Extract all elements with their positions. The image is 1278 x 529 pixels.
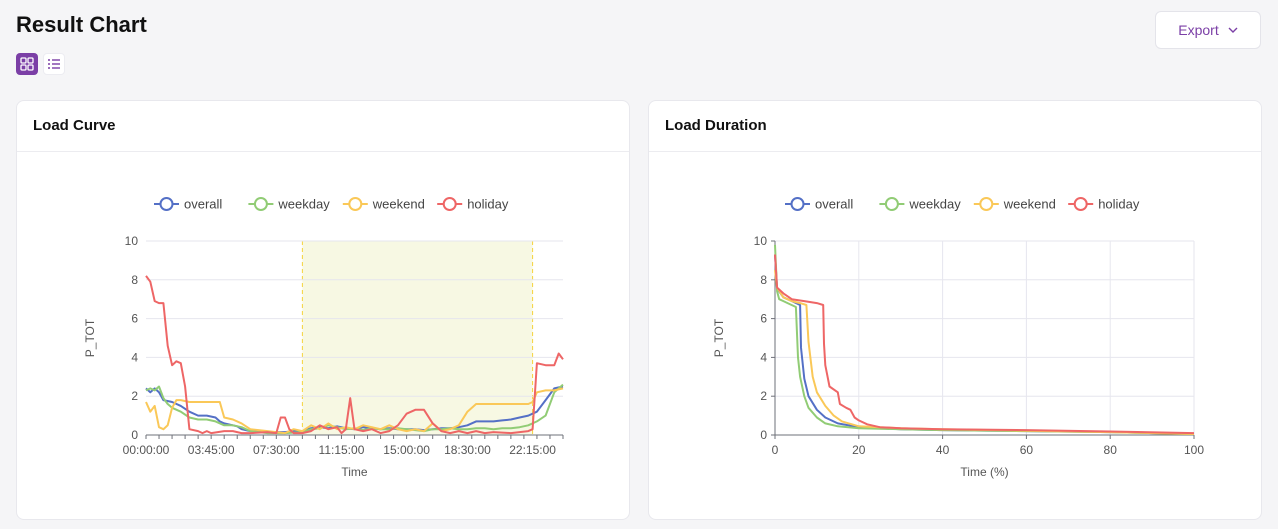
y-tick-label: 6 xyxy=(760,312,767,326)
legend-marker-weekday xyxy=(884,197,899,211)
legend-label-overall: overall xyxy=(815,197,853,212)
load-duration-x-axis: 0 20 40 60 80 100 xyxy=(772,241,1204,457)
load-curve-chart: 0 2 4 6 8 10 P_TOT 00:00:00 03:45:00 07:30:00 11:1… xyxy=(83,197,564,479)
x-tick-label: 00:00:00 xyxy=(123,443,170,457)
load-duration-title: Load Duration xyxy=(649,101,1261,152)
x-tick-label: 0 xyxy=(772,443,779,457)
legend-marker-weekend xyxy=(979,197,994,211)
x-tick-label: 07:30:00 xyxy=(253,443,300,457)
x-tick-label: 18:30:00 xyxy=(444,443,491,457)
load-duration-card: Load Duration 0 2 4 6 8 10 P_TOT 0 20 40 60 80 100 Ti… xyxy=(648,100,1262,520)
legend-marker-overall xyxy=(790,197,805,211)
y-tick-label: 10 xyxy=(125,234,139,248)
load-curve-x-axis: 00:00:00 03:45:00 07:30:00 11:15:00 15:00:00… xyxy=(123,434,564,457)
legend-label-weekday: weekday xyxy=(277,197,330,212)
legend-label-weekday: weekday xyxy=(908,197,961,212)
legend-label-holiday: holiday xyxy=(1098,197,1140,212)
x-tick-label: 22:15:00 xyxy=(509,443,556,457)
y-tick-label: 4 xyxy=(760,350,767,364)
list-icon xyxy=(48,59,60,69)
x-tick-label: 40 xyxy=(936,443,950,457)
list-view-button[interactable] xyxy=(43,53,65,75)
export-button[interactable]: Export xyxy=(1155,11,1261,49)
load-duration-series-weekday xyxy=(774,244,1195,435)
y-tick-label: 8 xyxy=(760,273,767,287)
load-curve-x-axis-title: Time xyxy=(341,465,368,479)
export-label: Export xyxy=(1178,22,1219,38)
legend-marker-holiday xyxy=(1073,197,1088,211)
legend-label-holiday: holiday xyxy=(467,197,509,212)
load-duration-chart: 0 2 4 6 8 10 P_TOT 0 20 40 60 80 100 Time (%) overall w… xyxy=(712,197,1204,480)
x-tick-label: 11:15:00 xyxy=(319,443,365,457)
load-duration-x-axis-title: Time (%) xyxy=(960,465,1008,479)
grid-view-button[interactable] xyxy=(16,53,38,75)
legend-label-weekend: weekend xyxy=(1003,197,1056,212)
legend-marker-weekday xyxy=(253,197,268,211)
highlight-band xyxy=(302,241,533,435)
view-toggle xyxy=(16,53,65,75)
grid-icon xyxy=(20,57,34,71)
load-curve-title: Load Curve xyxy=(17,101,629,152)
x-tick-label: 03:45:00 xyxy=(188,443,235,457)
y-tick-label: 0 xyxy=(131,428,138,442)
load-curve-y-axis-title: P_TOT xyxy=(83,318,97,357)
y-tick-label: 6 xyxy=(131,312,138,326)
load-duration-series-overall xyxy=(774,254,1195,435)
x-tick-label: 20 xyxy=(852,443,866,457)
page-title: Result Chart xyxy=(16,12,147,37)
x-tick-label: 15:00:00 xyxy=(383,443,430,457)
y-tick-label: 10 xyxy=(754,234,768,248)
x-tick-label: 100 xyxy=(1184,443,1204,457)
load-duration-y-axis-title: P_TOT xyxy=(712,318,726,357)
legend-marker-holiday xyxy=(442,197,457,211)
y-tick-label: 2 xyxy=(131,389,138,403)
legend-marker-weekend xyxy=(348,197,363,211)
load-duration-series-weekend xyxy=(774,269,1195,435)
load-duration-y-axis: 0 2 4 6 8 10 xyxy=(754,234,1194,442)
chevron-down-icon xyxy=(1228,27,1238,33)
load-curve-series-holiday xyxy=(145,275,564,435)
legend-label-overall: overall xyxy=(184,197,222,212)
y-tick-label: 8 xyxy=(131,273,138,287)
y-tick-label: 0 xyxy=(760,428,767,442)
x-tick-label: 80 xyxy=(1104,443,1118,457)
y-tick-label: 4 xyxy=(131,350,138,364)
y-tick-label: 2 xyxy=(760,389,767,403)
load-curve-y-axis: 0 2 4 6 8 10 xyxy=(125,234,563,442)
load-duration-series-holiday xyxy=(774,254,1195,435)
load-curve-card: Load Curve 0 2 4 6 8 10 P_TOT 00:00:00 03:45:00 0… xyxy=(16,100,630,520)
x-tick-label: 60 xyxy=(1020,443,1034,457)
legend-marker-overall xyxy=(159,197,174,211)
legend-label-weekend: weekend xyxy=(372,197,425,212)
